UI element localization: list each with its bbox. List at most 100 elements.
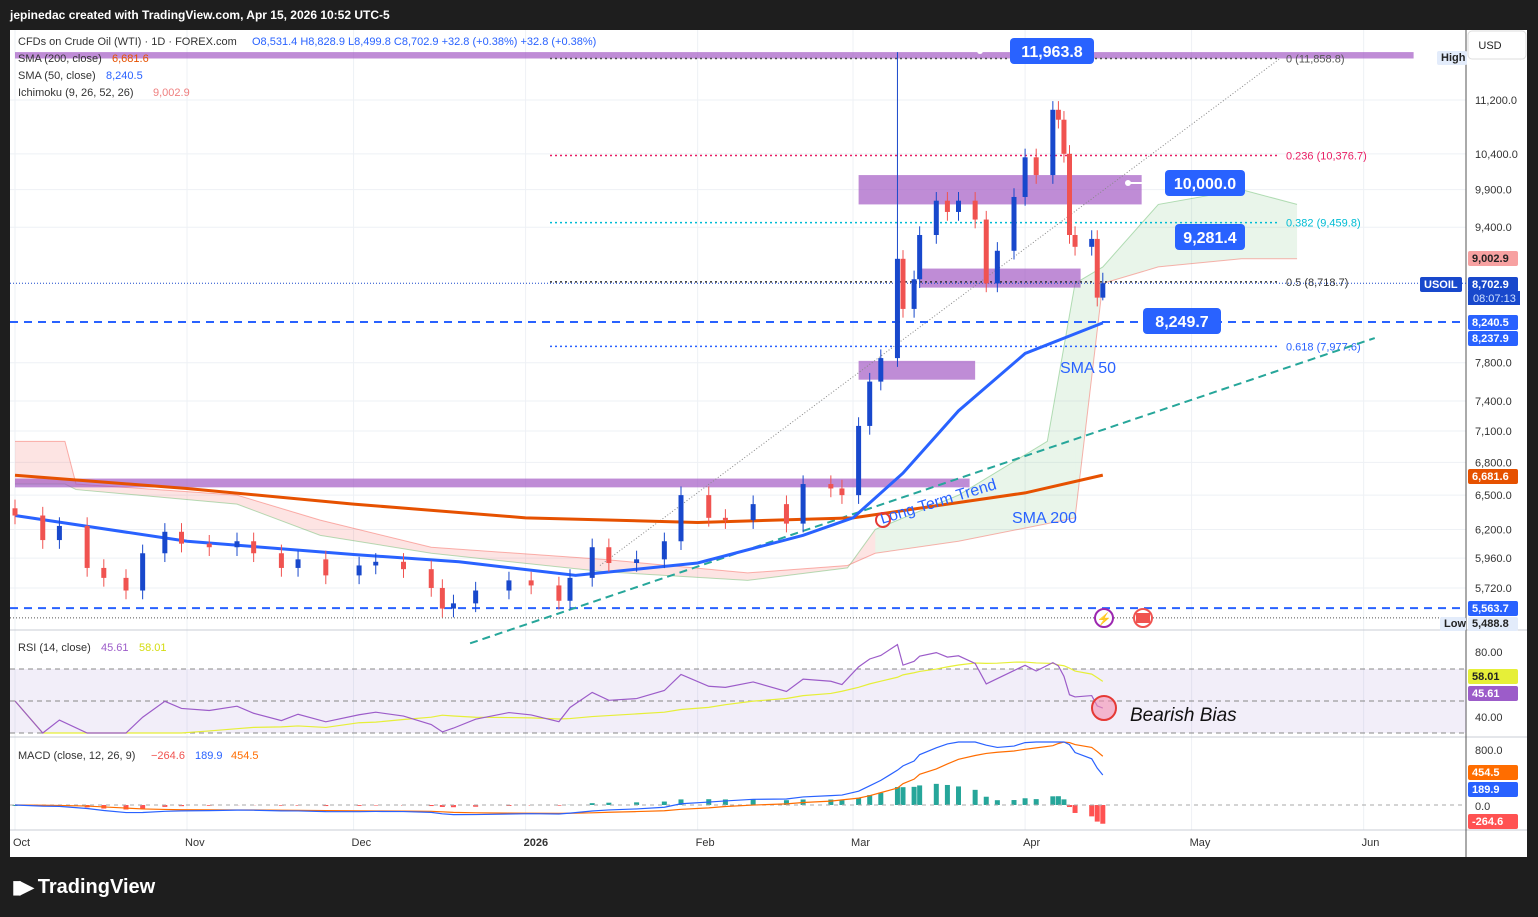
candle-body[interactable] [401, 561, 406, 570]
candle-body[interactable] [84, 525, 90, 568]
currency-button[interactable] [1467, 30, 1527, 60]
low-badge [1440, 617, 1466, 631]
candle-body[interactable] [1050, 109, 1056, 176]
long-term-trend-line[interactable] [469, 337, 1376, 645]
candle-body[interactable] [944, 200, 950, 212]
candle-body[interactable] [251, 541, 257, 554]
candle-body[interactable] [900, 258, 906, 309]
candle-body[interactable] [1061, 119, 1067, 154]
legend-ohlc: O8,531.4 H8,828.9 L8,499.8 C8,702.9 +32.… [252, 36, 596, 48]
candle-body[interactable] [1072, 235, 1078, 247]
candle-body[interactable] [234, 541, 240, 548]
candle-body[interactable] [556, 585, 562, 601]
level-9281-callout-box[interactable] [1175, 224, 1245, 250]
candle-body[interactable] [567, 577, 573, 601]
candle-body[interactable] [1089, 238, 1095, 247]
candle-body[interactable] [634, 559, 640, 564]
candle-body[interactable] [956, 200, 961, 212]
level-10000-callout-box[interactable] [1165, 170, 1245, 196]
fib-level-label: 0.236 (10,376.7) [1286, 150, 1367, 162]
candle-body[interactable] [894, 258, 900, 359]
candle-body[interactable] [56, 525, 62, 541]
candle-body[interactable] [1094, 238, 1100, 298]
candle-body[interactable] [983, 219, 989, 284]
candle-body[interactable] [867, 381, 873, 426]
sma200-badge-text: 6,681.6 [1472, 471, 1509, 483]
price-tick-label: 7,800.0 [1475, 358, 1512, 370]
high-callout-box[interactable] [1010, 38, 1094, 64]
candle-body[interactable] [450, 603, 456, 609]
price-zone[interactable] [919, 268, 1081, 288]
candle-body[interactable] [972, 200, 978, 220]
candle-body[interactable] [1100, 283, 1106, 298]
candle-body[interactable] [1011, 196, 1017, 251]
candle-body[interactable] [473, 590, 479, 604]
candle-body[interactable] [101, 567, 107, 578]
candle-body[interactable] [1055, 109, 1061, 120]
candle-body[interactable] [722, 517, 728, 521]
candle-body[interactable] [140, 553, 146, 591]
price-tick-label: 7,100.0 [1475, 426, 1512, 438]
level-8237-badge [1468, 331, 1518, 346]
lightning-event-icon[interactable] [1094, 608, 1114, 628]
candle-body[interactable] [439, 587, 445, 609]
candle-body[interactable] [1022, 157, 1028, 197]
candle-body[interactable] [278, 553, 284, 568]
candle-body[interactable] [506, 580, 512, 591]
candle-body[interactable] [911, 279, 917, 309]
price-zone[interactable] [858, 175, 1142, 205]
candle-body[interactable] [428, 569, 434, 588]
candle-body[interactable] [40, 515, 46, 541]
candle-body[interactable] [1067, 153, 1072, 236]
candle-body[interactable] [162, 531, 168, 554]
rsi-band [10, 669, 1466, 733]
candle-body[interactable] [783, 504, 789, 524]
attribution-bar: jepinedac created with TradingView.com, … [0, 0, 1538, 30]
price-zone[interactable] [858, 360, 976, 380]
macd-histogram-bar [750, 799, 756, 805]
macd-signal-badge [1468, 765, 1518, 780]
candle-body[interactable] [661, 541, 667, 560]
candle-body[interactable] [12, 508, 18, 516]
price-zone[interactable] [15, 52, 1414, 59]
candle-body[interactable] [917, 235, 923, 280]
candle-body[interactable] [750, 504, 756, 521]
time-tick-label: Mar [851, 837, 870, 849]
candle-body[interactable] [678, 495, 684, 542]
candle-body[interactable] [373, 561, 379, 566]
candle-body[interactable] [606, 547, 612, 564]
candle-body[interactable] [206, 543, 212, 548]
price-zone[interactable] [15, 478, 970, 488]
level-8249-callout-box[interactable] [1143, 308, 1221, 334]
candle-body[interactable] [179, 531, 184, 544]
price-tick-label: 6,800.0 [1475, 457, 1512, 469]
macd-histogram-bar [722, 799, 728, 805]
legend-symbol: CFDs on Crude Oil (WTI) · 1D · FOREX.com [18, 36, 237, 48]
candle-body[interactable] [828, 484, 834, 489]
macd-histogram-bar [983, 796, 989, 805]
candle-body[interactable] [856, 425, 862, 496]
candle-body[interactable] [528, 580, 534, 586]
candle-body[interactable] [706, 495, 712, 518]
chart-area[interactable] [10, 30, 1527, 857]
time-tick-label: 2026 [524, 837, 548, 849]
candle-body[interactable] [1033, 157, 1039, 176]
candle-body[interactable] [800, 484, 806, 524]
candle-body[interactable] [589, 547, 595, 578]
candle-body[interactable] [356, 565, 362, 576]
candle-body[interactable] [994, 250, 1000, 284]
candle-body[interactable] [933, 200, 939, 236]
macd-histogram-bar [839, 800, 845, 805]
macd-tick-label: 800.0 [1475, 745, 1503, 757]
candle-body[interactable] [123, 577, 129, 591]
candle-body[interactable] [295, 559, 301, 568]
ichimoku-cloud-segment [603, 559, 748, 581]
candle-body[interactable] [323, 559, 329, 576]
price-tick-label: 7,400.0 [1475, 396, 1512, 408]
fib-trend-line[interactable] [599, 58, 1281, 566]
candle-body[interactable] [878, 358, 884, 382]
candle-body[interactable] [839, 488, 845, 496]
macd-histogram-bar [589, 803, 595, 805]
price-tick-label: 5,960.0 [1475, 553, 1512, 565]
